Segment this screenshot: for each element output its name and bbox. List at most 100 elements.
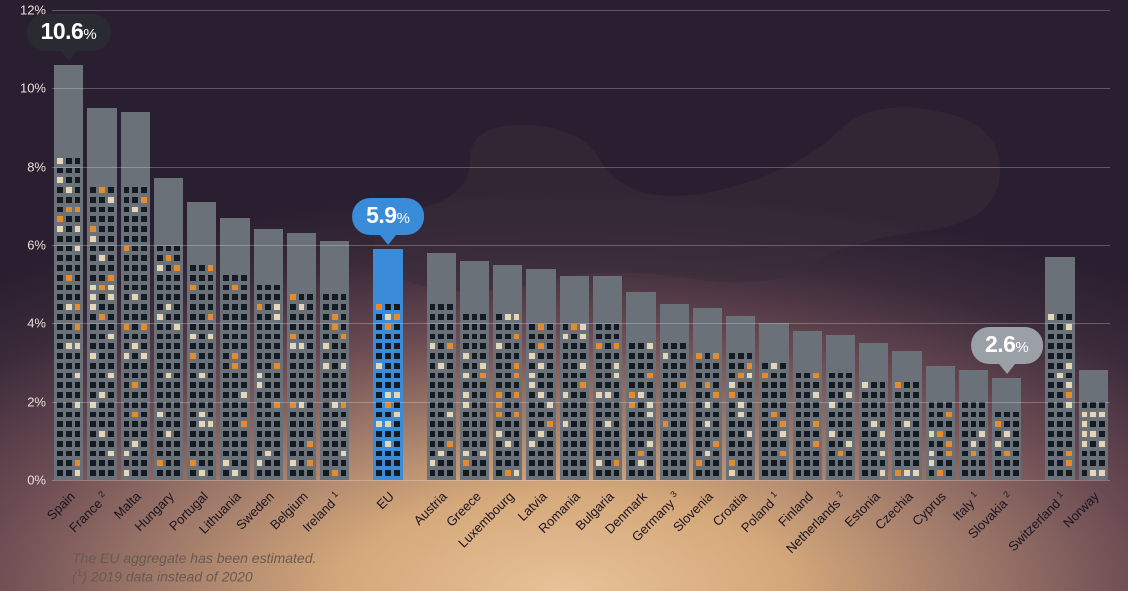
window [174, 246, 180, 252]
window [514, 343, 520, 349]
window [780, 373, 786, 379]
window [1066, 431, 1072, 437]
window [571, 324, 577, 330]
window [208, 334, 214, 340]
window [1057, 314, 1063, 320]
callout: 2.6% [971, 327, 1043, 364]
window [547, 334, 553, 340]
window [124, 294, 130, 300]
window [796, 412, 802, 418]
window [66, 197, 72, 203]
window [132, 236, 138, 242]
window [880, 402, 886, 408]
window [862, 402, 868, 408]
window [438, 441, 444, 447]
window [496, 343, 502, 349]
window [394, 334, 400, 340]
window [729, 402, 735, 408]
window [862, 412, 868, 418]
bar-estonia: Estonia [857, 343, 890, 480]
window [66, 373, 72, 379]
window [299, 451, 305, 457]
window [538, 402, 544, 408]
window [232, 412, 238, 418]
window [496, 334, 502, 340]
window [438, 382, 444, 388]
gridline [52, 245, 1110, 246]
window [1057, 412, 1063, 418]
window [430, 363, 436, 369]
window [447, 373, 453, 379]
window [132, 392, 138, 398]
window [75, 470, 81, 476]
window [132, 451, 138, 457]
window [108, 294, 114, 300]
window [174, 255, 180, 261]
window [208, 343, 214, 349]
window [671, 470, 677, 476]
window [124, 216, 130, 222]
window [738, 460, 744, 466]
window [571, 470, 577, 476]
window [614, 353, 620, 359]
window [514, 314, 520, 320]
window [341, 294, 347, 300]
bar-slovenia: Slovenia [691, 308, 724, 480]
window [605, 373, 611, 379]
window [629, 392, 635, 398]
window [232, 441, 238, 447]
window [496, 402, 502, 408]
window [671, 373, 677, 379]
window [580, 334, 586, 340]
window [265, 412, 271, 418]
window [1066, 460, 1072, 466]
window [341, 402, 347, 408]
window [937, 451, 943, 457]
window [141, 216, 147, 222]
windows [430, 304, 453, 476]
window [274, 343, 280, 349]
window [596, 460, 602, 466]
window [946, 402, 952, 408]
window [274, 334, 280, 340]
window [713, 460, 719, 466]
window [1066, 402, 1072, 408]
window [538, 343, 544, 349]
window [223, 460, 229, 466]
bar-norway: Norway [1077, 370, 1110, 480]
window [157, 314, 163, 320]
window [323, 353, 329, 359]
window [157, 431, 163, 437]
window [571, 363, 577, 369]
window [90, 373, 96, 379]
window [307, 451, 313, 457]
window [937, 412, 943, 418]
gridline [52, 167, 1110, 168]
window [1048, 421, 1054, 427]
window [75, 431, 81, 437]
window [496, 314, 502, 320]
window [738, 353, 744, 359]
window [174, 460, 180, 466]
window [680, 373, 686, 379]
window [307, 441, 313, 447]
window [1048, 334, 1054, 340]
window [979, 412, 985, 418]
window [979, 451, 985, 457]
window [124, 431, 130, 437]
window [547, 373, 553, 379]
window [257, 470, 263, 476]
bar-italy: Italy 1 [957, 370, 990, 480]
window [132, 255, 138, 261]
window [705, 431, 711, 437]
windows [157, 246, 180, 476]
window [829, 412, 835, 418]
building [826, 335, 855, 480]
window [265, 343, 271, 349]
window [157, 421, 163, 427]
window [913, 402, 919, 408]
window [274, 402, 280, 408]
window [663, 470, 669, 476]
window [75, 158, 81, 164]
window [75, 402, 81, 408]
